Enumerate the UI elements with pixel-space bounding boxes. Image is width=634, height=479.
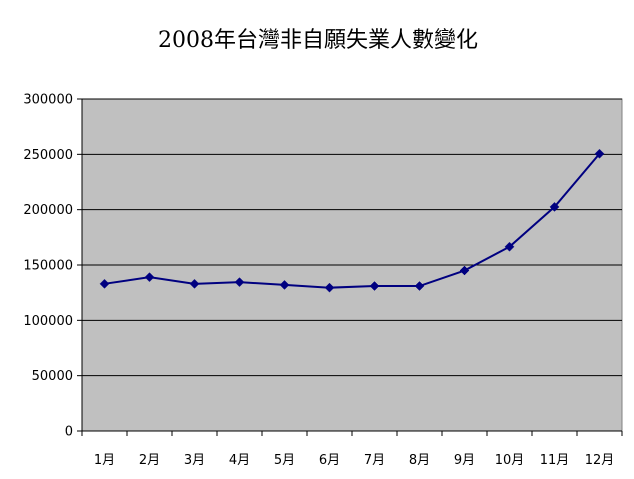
y-tick-label: 250000 xyxy=(23,148,73,163)
x-tick-label: 3月 xyxy=(184,453,205,468)
data-point-marker xyxy=(234,277,245,288)
x-tick-label: 10月 xyxy=(495,453,525,468)
x-tick-label: 9月 xyxy=(454,453,475,468)
x-tick-label: 8月 xyxy=(409,453,430,468)
data-point-marker xyxy=(189,278,200,289)
data-point-marker xyxy=(99,278,110,289)
data-point-marker xyxy=(144,272,155,283)
y-tick-label: 0 xyxy=(65,425,73,440)
x-axis: 1月 2月 3月 4月 5月 6月 7月 8月 9月 10月 11月 12月 xyxy=(81,430,623,468)
series-group xyxy=(99,148,605,293)
data-point-marker xyxy=(369,281,380,291)
data-point-marker xyxy=(594,148,605,159)
data-point-marker xyxy=(504,241,515,252)
y-tick-label: 200000 xyxy=(23,203,73,218)
y-tick-label: 300000 xyxy=(23,93,73,108)
data-point-marker xyxy=(459,265,470,276)
data-point-marker xyxy=(324,282,335,293)
x-tick-label: 5月 xyxy=(274,453,295,468)
data-point-marker xyxy=(279,280,290,290)
x-tick-label: 1月 xyxy=(94,453,115,468)
x-tick-label: 11月 xyxy=(540,453,570,468)
x-tick-label: 2月 xyxy=(139,453,160,468)
y-tick-label: 50000 xyxy=(32,369,73,384)
data-point-marker xyxy=(549,202,560,212)
y-tick-label: 150000 xyxy=(23,259,73,274)
x-tick-label: 6月 xyxy=(319,453,340,468)
x-tick-label: 12月 xyxy=(585,453,615,468)
chart-title: 2008年台灣非自願失業人數變化 xyxy=(158,28,478,53)
series-line xyxy=(104,153,601,289)
x-tick-label: 4月 xyxy=(229,453,250,468)
y-tick-label: 100000 xyxy=(23,314,73,329)
data-point-marker xyxy=(414,281,425,291)
x-tick-label: 7月 xyxy=(364,453,385,468)
gridlines xyxy=(82,98,622,377)
y-axis: 0 50000 100000 150000 200000 250000 300000 xyxy=(23,93,83,440)
